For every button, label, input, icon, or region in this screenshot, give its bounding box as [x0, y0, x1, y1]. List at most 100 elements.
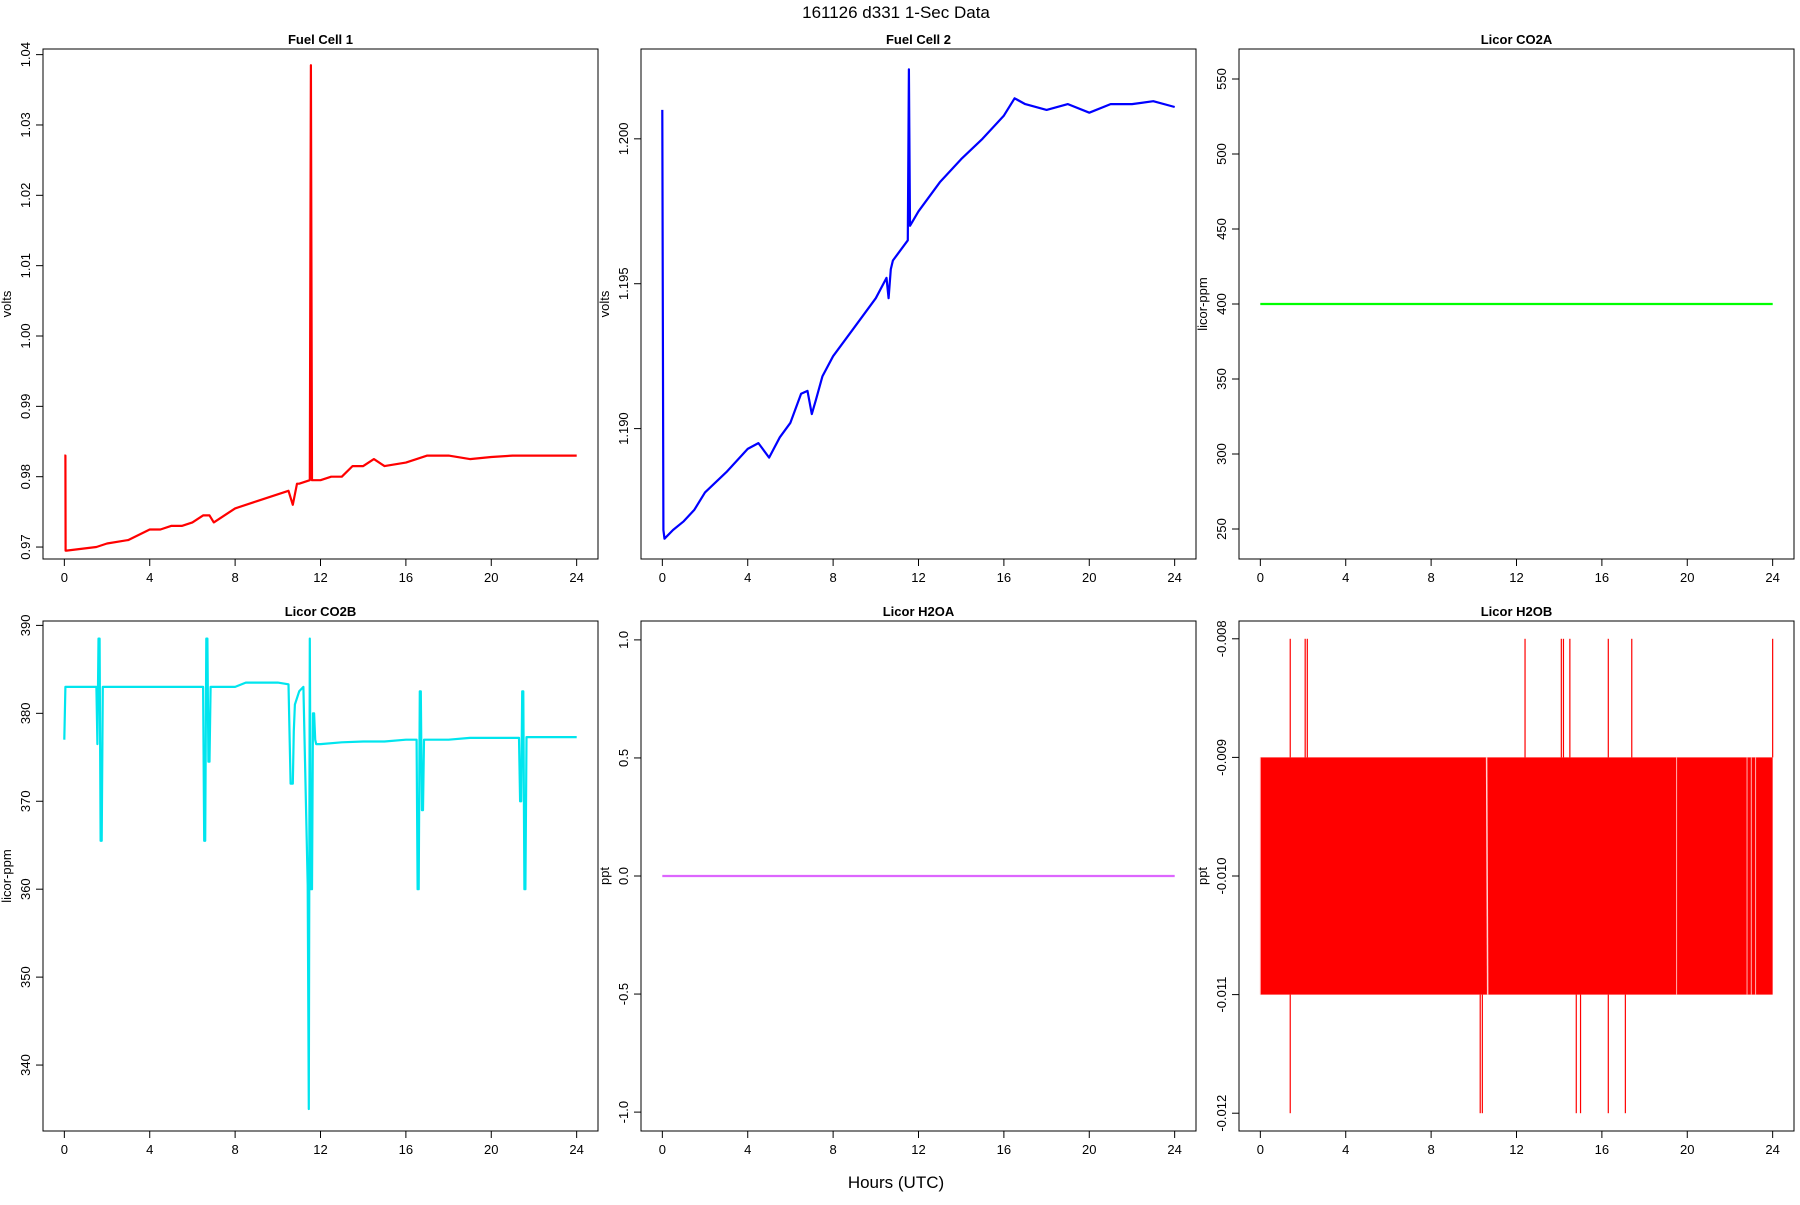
fuel-cell-1-y-tick-label: 1.01: [18, 253, 33, 278]
licor-h2oa-x-tick-label: 16: [997, 1142, 1011, 1157]
licor-h2oa-y-tick-label: 0.0: [616, 867, 631, 885]
licor-co2a-y-tick-label: 500: [1214, 143, 1229, 165]
licor-co2b-x-tick-label: 0: [61, 1142, 68, 1157]
licor-h2oa-y-axis-label: ppt: [597, 867, 612, 885]
fuel-cell-1-plot-frame: [42, 48, 599, 560]
licor-h2ob-y-axis-label: ppt: [1195, 867, 1210, 885]
licor-h2oa-y-tick-label: 0.5: [616, 749, 631, 767]
fuel-cell-1-x-tick-label: 12: [313, 570, 327, 585]
licor-h2ob-y-tick-label: -0.011: [1214, 977, 1229, 1013]
figure-title: 161126 d331 1-Sec Data: [802, 3, 990, 22]
licor-co2a-x-tick-label: 12: [1509, 570, 1523, 585]
fuel-cell-2-title: Fuel Cell 2: [886, 32, 951, 47]
fuel-cell-1-y-tick-label: 1.02: [18, 183, 33, 208]
licor-co2a-x-tick-label: 16: [1595, 570, 1609, 585]
licor-co2b-y-tick-label: 360: [18, 878, 33, 900]
licor-h2ob-x-tick-label: 16: [1595, 1142, 1609, 1157]
licor-co2a-x-tick-label: 8: [1427, 570, 1434, 585]
licor-h2ob-y-tick-label: -0.010: [1214, 858, 1229, 895]
fuel-cell-2-y-tick-label: 1.190: [616, 412, 631, 445]
licor-h2ob-data-band: [1260, 757, 1773, 995]
fuel-cell-2-y-tick-label: 1.195: [616, 267, 631, 300]
fuel-cell-1-plot-area: [64, 64, 577, 552]
licor-h2ob-y-tick-label: -0.012: [1214, 1095, 1229, 1132]
licor-h2ob-y-tick-label: -0.009: [1214, 739, 1229, 776]
licor-co2a-panel: Licor CO2A licor-ppm 0 4 8 12 16 20 24 250 300 350 4…: [1195, 32, 1795, 585]
licor-co2b-x-tick-label: 4: [146, 1142, 153, 1157]
licor-h2oa-y-tick-label: 1.0: [616, 631, 631, 649]
licor-h2oa-title: Licor H2OA: [883, 604, 955, 619]
licor-co2a-x-tick-label: 20: [1680, 570, 1694, 585]
fuel-cell-1-x-tick-label: 0: [61, 570, 68, 585]
fuel-cell-1-series-line: [64, 64, 577, 552]
licor-co2b-x-tick-label: 8: [231, 1142, 238, 1157]
licor-h2oa-x-tick-label: 12: [911, 1142, 925, 1157]
licor-h2ob-panel: Licor H2OB ppt 0 4 8 12 16 20 24 -0.012 -0.011 -0.0…: [1195, 604, 1795, 1157]
licor-h2ob-y-tick-label: -0.008: [1214, 620, 1229, 657]
fuel-cell-2-x-tick-label: 8: [829, 570, 836, 585]
licor-co2a-x-tick-label: 0: [1257, 570, 1264, 585]
licor-co2b-panel: Licor CO2B licor-ppm 0 4 8 12 16 20 24 340 350 360 3…: [0, 604, 599, 1157]
panels: Fuel Cell 1 volts 0 4 8 12 16 20 24 0.97 0.98 0.99 1…: [0, 32, 1795, 1157]
licor-h2ob-x-tick-label: 8: [1427, 1142, 1434, 1157]
fuel-cell-2-x-tick-label: 0: [659, 570, 666, 585]
fuel-cell-2-plot-frame: [640, 48, 1197, 560]
licor-h2oa-x-tick-label: 20: [1082, 1142, 1096, 1157]
fuel-cell-1-y-tick-label: 1.00: [18, 323, 33, 348]
fuel-cell-1-x-tick-label: 20: [484, 570, 498, 585]
licor-co2b-y-tick-label: 390: [18, 615, 33, 637]
licor-co2b-y-tick-label: 380: [18, 702, 33, 724]
licor-h2ob-title: Licor H2OB: [1481, 604, 1553, 619]
licor-h2oa-y-tick-label: -1.0: [616, 1101, 631, 1123]
licor-co2b-y-tick-label: 370: [18, 790, 33, 812]
fuel-cell-1-y-tick-label: 1.03: [18, 112, 33, 137]
fuel-cell-1-x-tick-label: 16: [399, 570, 413, 585]
licor-h2oa-x-tick-label: 8: [829, 1142, 836, 1157]
licor-co2b-series-line: [63, 637, 577, 1111]
fuel-cell-1-x-tick-label: 8: [231, 570, 238, 585]
licor-h2oa-x-tick-label: 24: [1167, 1142, 1181, 1157]
licor-co2b-x-tick-label: 16: [399, 1142, 413, 1157]
licor-co2a-y-tick-label: 300: [1214, 443, 1229, 465]
licor-co2b-y-tick-label: 340: [18, 1054, 33, 1076]
licor-h2oa-y-tick-label: -0.5: [616, 983, 631, 1005]
fuel-cell-2-x-tick-label: 20: [1082, 570, 1096, 585]
licor-co2a-x-tick-label: 24: [1765, 570, 1779, 585]
licor-co2b-x-tick-label: 12: [313, 1142, 327, 1157]
licor-h2ob-x-tick-label: 0: [1257, 1142, 1264, 1157]
fuel-cell-1-title: Fuel Cell 1: [288, 32, 353, 47]
licor-co2b-title: Licor CO2B: [285, 604, 357, 619]
fuel-cell-1-y-tick-label: 0.98: [18, 464, 33, 489]
fuel-cell-2-plot-area: [661, 68, 1175, 540]
licor-h2oa-x-tick-label: 0: [659, 1142, 666, 1157]
licor-co2a-y-axis-label: licor-ppm: [1195, 277, 1210, 330]
licor-co2b-x-tick-label: 20: [484, 1142, 498, 1157]
licor-co2b-plot-area: [63, 637, 577, 1111]
licor-co2a-y-tick-label: 550: [1214, 68, 1229, 90]
licor-co2a-y-tick-label: 350: [1214, 368, 1229, 390]
fuel-cell-1-y-tick-label: 0.99: [18, 394, 33, 419]
figure-x-axis-label: Hours (UTC): [848, 1173, 944, 1192]
licor-h2oa-panel: Licor H2OA ppt 0 4 8 12 16 20 24 -1.0 -0.5 0.0 0.5 1.…: [597, 604, 1197, 1157]
fuel-cell-2-x-tick-label: 24: [1167, 570, 1181, 585]
fuel-cell-2-series-line: [661, 68, 1175, 540]
fuel-cell-1-x-tick-label: 24: [569, 570, 583, 585]
licor-h2ob-x-tick-label: 4: [1342, 1142, 1349, 1157]
fuel-cell-2-y-axis-label: volts: [597, 290, 612, 317]
fuel-cell-1-x-tick-label: 4: [146, 570, 153, 585]
licor-co2b-y-tick-label: 350: [18, 966, 33, 988]
licor-co2b-plot-frame: [42, 620, 599, 1132]
licor-co2b-x-tick-label: 24: [569, 1142, 583, 1157]
licor-co2a-y-tick-label: 450: [1214, 218, 1229, 240]
licor-h2ob-x-tick-label: 24: [1765, 1142, 1779, 1157]
fuel-cell-1-panel: Fuel Cell 1 volts 0 4 8 12 16 20 24 0.97 0.98 0.99 1…: [0, 32, 599, 585]
fuel-cell-1-y-tick-label: 0.97: [18, 534, 33, 559]
licor-h2oa-x-tick-label: 4: [744, 1142, 751, 1157]
fuel-cell-2-x-tick-label: 4: [744, 570, 751, 585]
fuel-cell-1-y-tick-label: 1.04: [18, 42, 33, 67]
licor-co2a-y-tick-label: 400: [1214, 293, 1229, 315]
licor-co2b-y-axis-label: licor-ppm: [0, 849, 14, 902]
licor-co2a-y-tick-label: 250: [1214, 518, 1229, 540]
licor-co2a-x-tick-label: 4: [1342, 570, 1349, 585]
